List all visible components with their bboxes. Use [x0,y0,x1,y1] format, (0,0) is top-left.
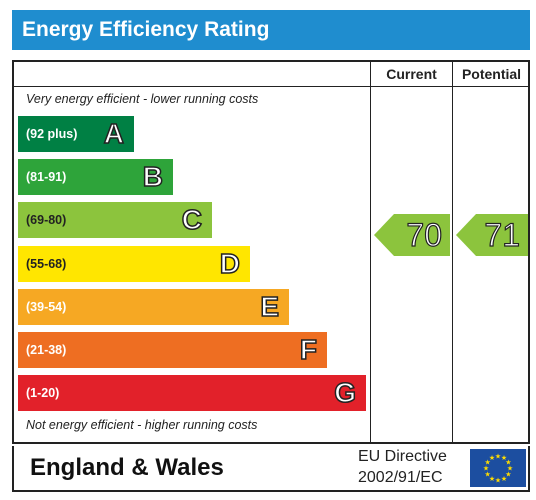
star-icon: ★ [489,454,495,462]
band-letter: D [219,247,241,280]
current-arrow-shape [374,214,450,256]
star-icon: ★ [489,475,495,483]
band-d: (55-68) D [18,246,250,282]
footer: England & Wales EU Directive 2002/91/EC … [12,446,530,492]
band-range: (81-91) [26,170,67,184]
band-letter: G [333,376,356,409]
star-icon: ★ [495,477,501,485]
region-label: England & Wales [30,454,224,481]
potential-rating-value: 71 [484,216,521,253]
column-divider [452,62,453,442]
directive-line-2: 2002/91/EC [358,469,443,486]
band-range: (92 plus) [26,127,78,141]
star-icon: ★ [501,475,507,483]
band-letter: C [181,203,203,236]
current-rating-arrow: 70 [374,214,450,256]
star-icon: ★ [483,465,489,473]
bottom-caption: Not energy efficient - higher running co… [26,418,258,432]
star-icon: ★ [505,459,511,467]
band-letter: B [142,160,164,193]
band-range: (21-38) [26,343,67,357]
band-a: (92 plus) A [18,116,134,152]
rating-chart: Current Potential Very energy efficient … [12,60,530,444]
potential-rating-arrow: 71 [456,214,528,256]
star-icon: ★ [507,465,513,473]
band-letter: E [260,290,280,323]
band-c: (69-80) C [18,202,212,238]
eu-directive: EU Directive 2002/91/EC [358,446,447,488]
star-icon: ★ [501,454,507,462]
header-divider [14,86,528,87]
star-icon: ★ [495,453,501,461]
top-caption: Very energy efficient - lower running co… [26,92,259,106]
star-icon: ★ [505,471,511,479]
column-divider [370,62,371,442]
current-rating-value: 70 [406,216,443,253]
band-f: (21-38) F [18,332,327,368]
eu-flag-icon: ★ ★ ★ ★ ★ ★ ★ ★ ★ ★ ★ ★ [470,449,526,487]
directive-line-1: EU Directive [358,448,447,465]
band-range: (69-80) [26,213,67,227]
band-letter: A [103,117,125,150]
band-range: (1-20) [26,386,60,400]
band-letter: F [299,333,318,366]
band-e: (39-54) E [18,289,289,325]
band-g: (1-20) G [18,375,366,411]
rating-title: Energy Efficiency Rating [12,10,530,50]
band-range: (39-54) [26,300,67,314]
band-b: (81-91) B [18,159,173,195]
potential-arrow-shape [456,214,528,256]
star-icon: ★ [484,459,490,467]
band-range: (55-68) [26,257,67,271]
current-column-header: Current [386,66,437,82]
star-icon: ★ [484,471,490,479]
potential-column-header: Potential [461,66,522,82]
